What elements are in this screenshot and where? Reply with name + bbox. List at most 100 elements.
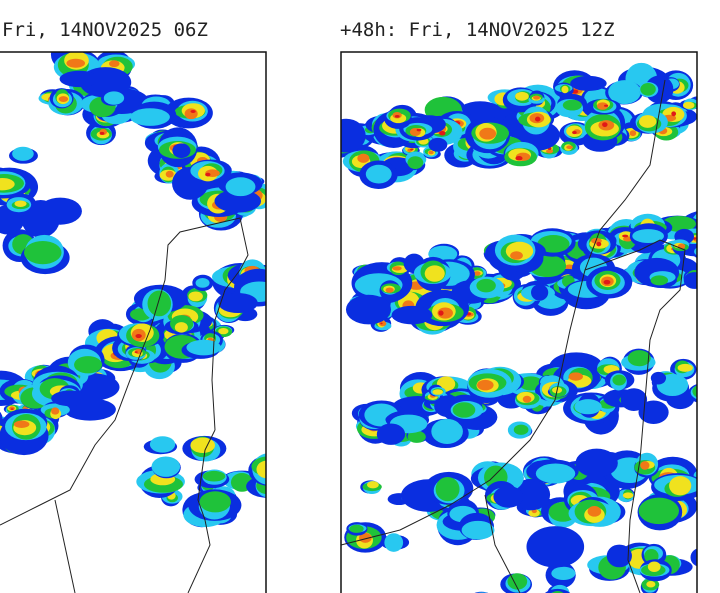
precip-cell [151,456,181,477]
precip-cell [439,130,446,136]
precip-cell [74,356,103,374]
precip-cell [14,200,27,207]
precip-cell [575,448,618,478]
precip-cell [174,322,188,333]
precip-cell [109,60,120,68]
panel-title: Fri, 14NOV2025 06Z [2,19,208,41]
precip-cell [391,305,433,325]
precip-cell [574,399,602,415]
coastline [340,79,666,546]
precip-cell [410,148,414,151]
precip-cell [511,478,551,511]
precip-cell [392,266,402,271]
precip-cell [515,156,523,161]
precip-cell [683,272,697,289]
precip-cell [190,109,196,113]
precip-cell [357,153,370,163]
precip-cell [452,402,476,418]
precip-cell [199,491,231,513]
precip-cell [172,143,191,159]
precip-cell [692,385,697,398]
precip-cell [701,376,720,393]
precip-cell [99,131,105,135]
precip-cell [66,58,86,68]
precip-cell [562,99,582,111]
precip-cell [703,106,720,118]
precip-cell [622,492,634,499]
precip-cell [188,291,203,302]
precip-cell [38,197,82,225]
precip-cell [561,85,569,94]
precip-cell [367,481,379,489]
precip-cell [0,177,15,191]
precip-cell [702,378,720,395]
precip-cell [58,96,69,102]
precip-cell [165,170,174,178]
precip-cell [359,532,372,543]
precip-cell [620,388,648,411]
precip-cell [345,294,392,325]
precip-cell [703,102,720,125]
precip-cell [438,310,444,316]
precip-cell [566,145,573,150]
precip-cell [493,486,524,508]
precip-cell [706,376,720,392]
precip-cell [12,146,34,161]
precip-cell [526,526,585,568]
precip-cell [407,156,424,170]
precip-cell [640,83,656,96]
precip-cell [510,251,523,260]
precip-cell [214,189,262,213]
precip-cell [671,111,677,117]
border [54,499,76,593]
precip-cell [184,108,198,120]
precip-cell [677,363,693,372]
border [484,494,521,593]
precip-cell [190,437,216,454]
precip-cell [13,420,30,428]
precip-cell [256,460,266,479]
precip-cell [51,390,89,407]
precip-cell [24,240,62,265]
coastline [0,217,249,526]
precip-cell [515,91,529,101]
precip-cell [147,290,172,317]
precip-cell [703,106,720,119]
panel-title: +48h: Fri, 14NOV2025 12Z [340,19,615,41]
border [584,239,686,593]
precip-cell [587,506,602,517]
precip-cell [349,524,364,533]
precip-cell [385,287,394,293]
precip-cell [195,278,210,288]
precip-cell [130,108,170,126]
precip-cell [698,247,710,260]
precip-cell [545,588,571,593]
precip-cell [477,379,494,391]
precip-cell [695,218,697,227]
map-left [0,52,266,528]
precip-cell [572,131,577,135]
precip-cell [513,424,529,435]
precip-cell [638,115,657,128]
precip-cell [535,463,576,484]
precip-cell [622,234,629,238]
precip-cell [376,423,406,445]
precip-cell [606,544,632,568]
border [187,429,216,593]
precip-cell [629,130,637,137]
precip-cell [479,127,497,140]
precip-cell [533,95,541,100]
precip-cell [647,561,661,572]
precip-cell [703,112,720,138]
precip-cell [531,284,549,301]
precip-cell [186,339,222,356]
precip-cell [650,371,667,385]
precip-cell [570,75,607,91]
precip-cell [603,279,611,285]
precip-cell [134,351,138,354]
precip-cell [537,235,570,253]
precip-cell [218,292,258,314]
precip-cell [365,164,392,184]
precip-cell [431,418,463,444]
